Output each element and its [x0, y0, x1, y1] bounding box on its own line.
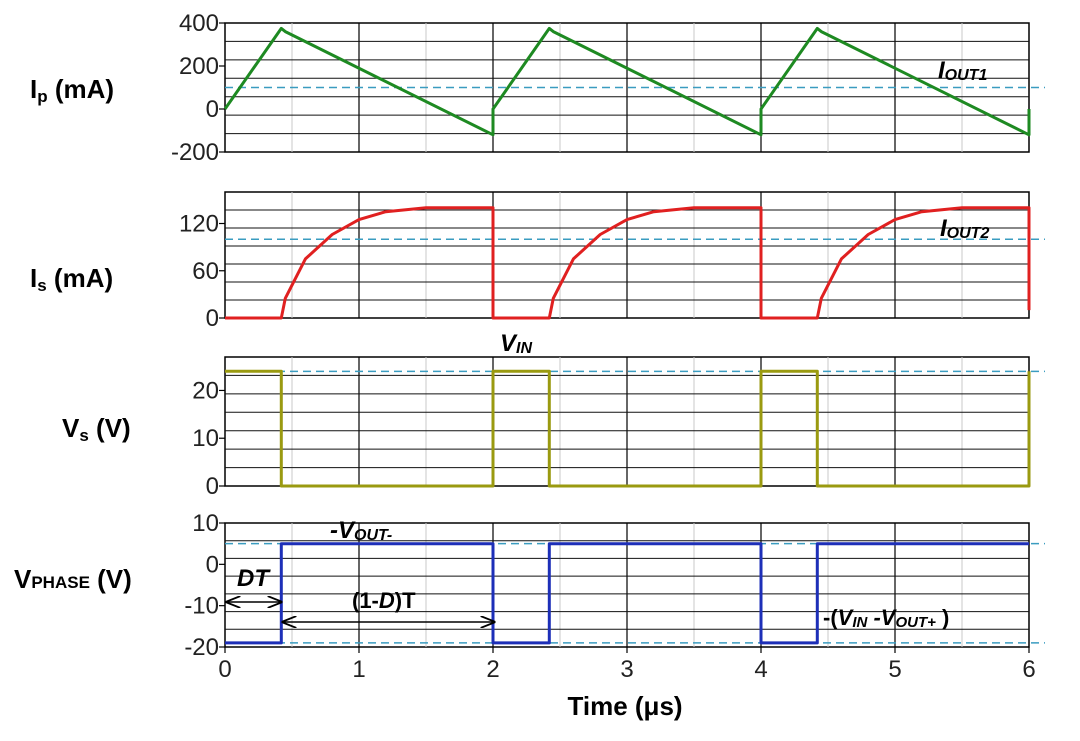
vphase-axis-label: VPHASE (V): [14, 564, 132, 594]
iout1-label: IOUT1: [938, 57, 987, 84]
y-tick-label: 120: [179, 211, 219, 238]
iout2-label: IOUT2: [940, 215, 989, 242]
y-tick-label: 0: [206, 551, 219, 578]
is-axis-label: Is (mA): [30, 263, 113, 295]
waveform-series-line: [225, 542, 1029, 645]
y-tick-label: 0: [206, 96, 219, 123]
waveform-series-line: [225, 206, 1031, 320]
ip-panel: 400 200 0 -200: [171, 10, 1045, 166]
y-tick-label: 10: [192, 425, 219, 452]
y-tick-label: 60: [192, 258, 219, 285]
x-tick-label: 0: [218, 656, 231, 683]
waveform-series-line: [225, 369, 1031, 488]
vphase-panel: 100-10-200 1 2 3 4 5 6: [184, 510, 1045, 683]
y-tick-label: -10: [184, 593, 219, 620]
y-tick-label: -20: [184, 634, 219, 661]
x-tick-label: 1: [352, 656, 365, 683]
dt-label: DT: [237, 565, 271, 592]
vin-label: VIN: [500, 330, 532, 357]
vs-axis-label: Vs (V): [62, 413, 131, 445]
vs-panel: 20 10 0: [192, 356, 1045, 500]
x-tick-label: 2: [486, 656, 499, 683]
y-tick-label: -200: [171, 139, 219, 166]
x-tick-label: 5: [888, 656, 901, 683]
y-tick-label: 10: [192, 510, 219, 537]
one-minus-d-label: (1-D)T: [352, 588, 416, 613]
waveform-series-line: [223, 26, 1031, 137]
x-tick-label: 4: [754, 656, 767, 683]
y-tick-label: 20: [192, 377, 219, 404]
y-tick-label: 400: [179, 10, 219, 37]
ip-axis-label: Ip (mA): [30, 74, 114, 106]
x-axis-title: Time (μs): [567, 691, 682, 721]
is-panel: 120 60 0: [179, 191, 1045, 332]
x-tick-label: 6: [1022, 656, 1035, 683]
x-tick-label: 3: [620, 656, 633, 683]
y-tick-label: 0: [206, 473, 219, 500]
y-tick-label: 0: [206, 305, 219, 332]
vin-minus-vout-label: -(VIN -VOUT+ ): [823, 605, 949, 631]
vout-minus-label: -VOUT-: [330, 517, 392, 544]
y-tick-label: 200: [179, 53, 219, 80]
